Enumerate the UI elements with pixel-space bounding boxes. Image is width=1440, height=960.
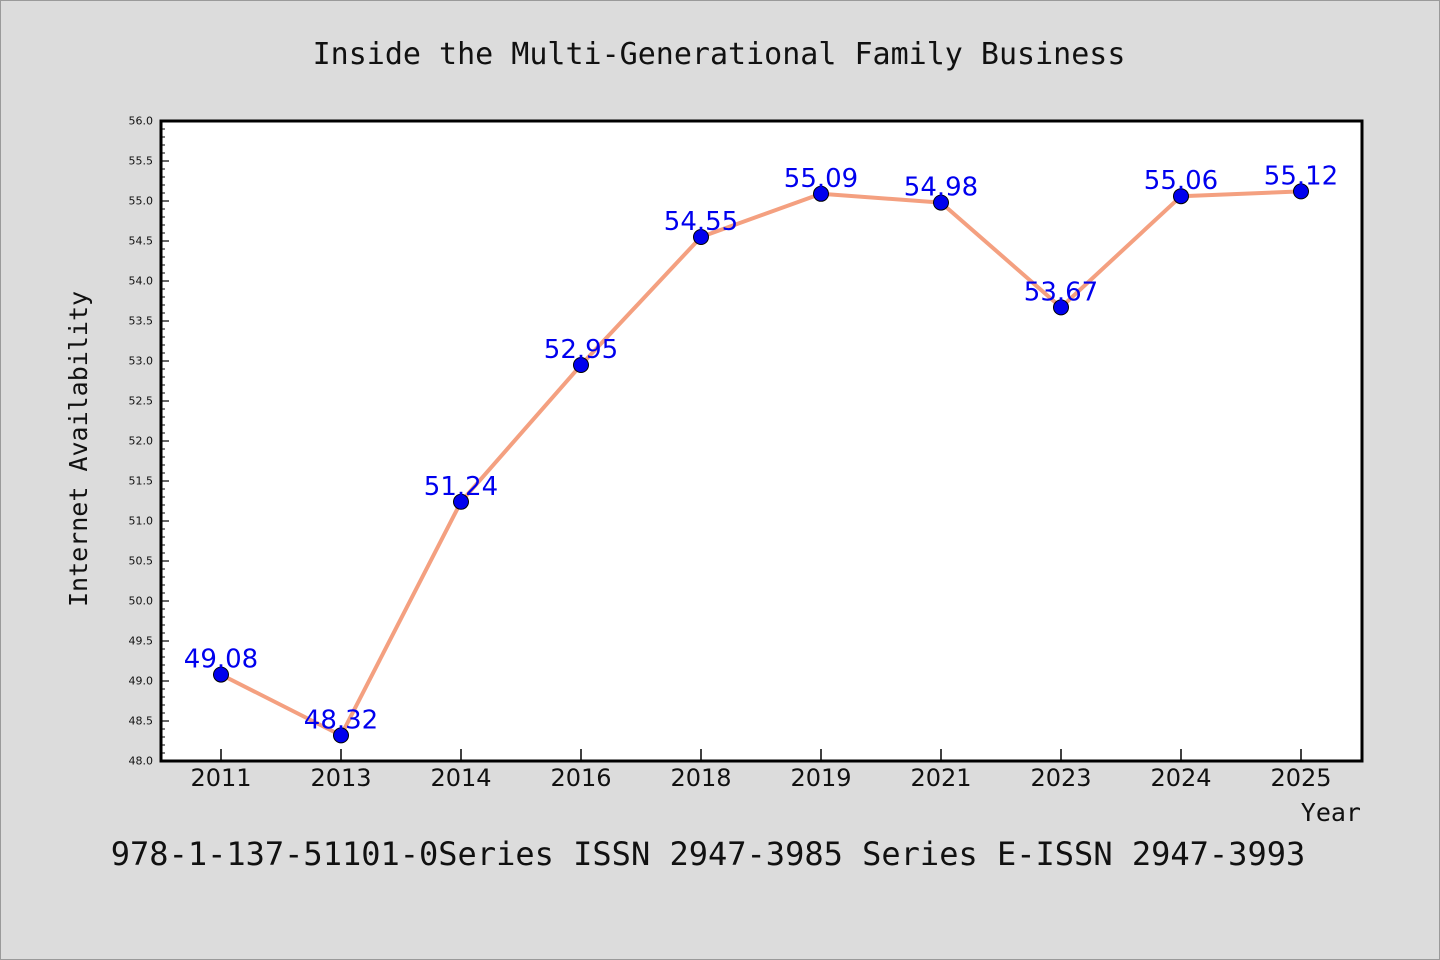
y-tick-label: 53.5	[129, 315, 154, 328]
y-tick-label: 54.0	[129, 275, 154, 288]
data-label: 48.32	[304, 705, 378, 735]
y-tick-label: 49.0	[129, 675, 154, 688]
y-tick-label: 50.5	[129, 555, 154, 568]
y-tick-label: 50.0	[129, 595, 154, 608]
data-label: 49.08	[184, 645, 258, 675]
data-label: 54.55	[664, 207, 738, 237]
data-label: 55.06	[1144, 166, 1218, 196]
data-point	[573, 357, 589, 373]
data-label: 55.09	[784, 164, 858, 194]
x-tick-label: 2024	[1150, 764, 1211, 792]
x-tick-label: 2011	[190, 764, 251, 792]
data-point	[813, 185, 829, 202]
y-tick-label: 49.5	[129, 635, 154, 648]
x-axis: 2011 2013 2014 2016 2018 2019 2021 2023 2024 2025	[190, 749, 1332, 792]
data-point	[1293, 183, 1309, 200]
data-label: 54.98	[904, 173, 978, 203]
x-axis-label: Year	[1301, 798, 1361, 827]
data-point	[333, 727, 349, 744]
data-label: 53.67	[1024, 277, 1098, 307]
x-tick-label: 2014	[430, 764, 491, 792]
y-tick-label: 48.5	[129, 715, 154, 728]
plot-area	[159, 119, 1364, 763]
x-tick-label: 2021	[910, 764, 971, 792]
data-point	[693, 229, 709, 245]
series-line	[219, 189, 1303, 738]
x-tick-label: 2016	[550, 764, 611, 792]
y-tick-label: 55.5	[129, 155, 154, 168]
series-layer: 49.08 48.32 51.24 52.95 54.55 55.09 54.98 53.67…	[184, 161, 1338, 744]
data-point	[1173, 188, 1189, 205]
footer-identifier-text: 978-1-137-51101-0Series ISSN 2947-3985 S…	[111, 835, 1305, 873]
data-label: 55.12	[1264, 161, 1338, 191]
x-tick-label: 2018	[670, 764, 731, 792]
y-tick-label: 55.0	[129, 195, 154, 208]
y-tick-label: 48.0	[129, 755, 154, 768]
data-point	[213, 666, 229, 683]
chart-title: Inside the Multi-Generational Family Bus…	[313, 37, 1126, 72]
y-tick-label: 53.0	[129, 355, 154, 368]
y-tick-label: 52.0	[129, 435, 154, 448]
y-axis: 48.0 48.5 49.0 49.5 50.0 50.5 51.0 51.5 52.0 52.5…	[129, 115, 169, 768]
data-point	[933, 194, 949, 211]
data-point	[1053, 299, 1069, 316]
y-axis-label: Internet Availability	[64, 291, 93, 607]
data-point	[453, 493, 469, 510]
x-tick-label: 2025	[1270, 764, 1331, 792]
y-tick-label: 52.5	[129, 395, 154, 408]
x-tick-label: 2013	[310, 764, 371, 792]
data-label: 51.24	[424, 472, 498, 502]
x-tick-label: 2019	[790, 764, 851, 792]
y-tick-label: 51.5	[129, 475, 154, 488]
y-tick-label: 56.0	[129, 115, 154, 128]
x-tick-label: 2023	[1030, 764, 1091, 792]
y-tick-label: 51.0	[129, 515, 154, 528]
y-tick-label: 54.5	[129, 235, 154, 248]
data-label: 52.95	[544, 335, 618, 365]
